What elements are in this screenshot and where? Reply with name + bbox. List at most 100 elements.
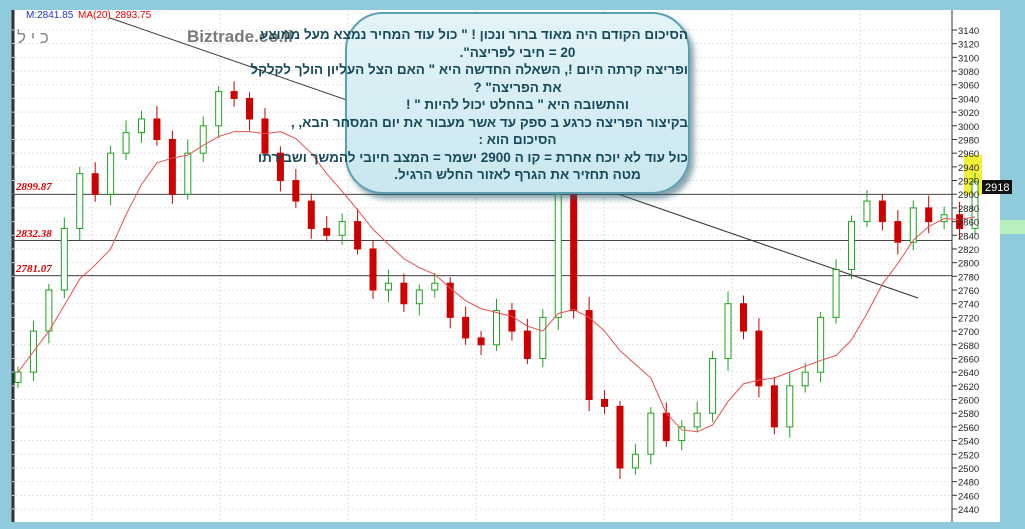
level-label: 2899.87 — [16, 181, 52, 193]
candle-body — [493, 310, 500, 346]
last-price-box — [982, 180, 1012, 194]
candle-body — [817, 316, 825, 373]
candle-body — [894, 221, 902, 243]
annotation-line: מטה תחזיר את הגרף לאזור החלש הרגיל. — [394, 167, 641, 182]
candle-body — [770, 385, 778, 428]
y-tick-label: 2580 — [958, 409, 979, 420]
axis-marker — [1000, 220, 1025, 234]
candle-body — [323, 227, 331, 236]
candle-body — [801, 371, 809, 387]
ma-label: MA(20) — [78, 10, 111, 21]
y-tick-label: 2440 — [958, 505, 979, 516]
candle-body — [539, 316, 547, 359]
candle-body — [647, 412, 655, 455]
candle-body — [215, 91, 223, 127]
candle-body — [755, 330, 763, 387]
candle-body — [276, 152, 284, 182]
candle-body — [462, 316, 470, 339]
y-tick-label: 2940 — [958, 163, 979, 174]
candle-body — [739, 303, 747, 332]
candle-body — [168, 138, 176, 195]
candle-body — [523, 330, 531, 359]
m-label: M:2841.85 — [26, 10, 74, 21]
y-tick-label: 2560 — [958, 423, 979, 434]
candle-body — [709, 357, 717, 414]
candle-body — [122, 132, 130, 154]
candle-body — [230, 91, 238, 99]
y-tick-label: 2740 — [958, 300, 979, 311]
candle-body — [446, 282, 454, 318]
y-tick-label: 2820 — [958, 245, 979, 256]
candle-body — [246, 97, 254, 120]
candle-body — [384, 282, 392, 291]
level-label: 2781.07 — [16, 263, 52, 275]
brand-watermark: Biztrade.co.il — [187, 27, 293, 46]
candle-body — [107, 152, 115, 195]
annotation-bubble: הסיכום הקודם היה מאוד ברור ונכון ! " כול… — [250, 12, 690, 194]
y-tick-label: 2640 — [958, 368, 979, 379]
candle-body — [431, 282, 439, 291]
annotation-line: הסיכום הוא : — [478, 132, 557, 147]
annotation-line: 20 = חיבי לפריצה". — [459, 44, 576, 60]
annotation-line: את הפריצה" ? — [473, 79, 562, 95]
candle-body — [307, 200, 315, 229]
candle-body — [508, 310, 516, 332]
symbol-label: כ י ל — [17, 28, 49, 47]
y-tick-label: 2900 — [958, 190, 979, 201]
candle-body — [400, 282, 408, 305]
candle-body — [925, 207, 933, 223]
candle-body — [60, 227, 68, 291]
y-axis-panel — [952, 10, 1000, 522]
y-tick-label: 3140 — [958, 26, 979, 37]
candle-body — [878, 200, 886, 223]
y-tick-label: 2540 — [958, 437, 979, 448]
y-tick-label: 2880 — [958, 204, 979, 215]
candle-body — [45, 289, 53, 332]
y-tick-label: 2980 — [958, 135, 979, 146]
candle-body — [570, 193, 578, 312]
candle-body — [153, 118, 161, 140]
candle-body — [971, 181, 979, 229]
y-tick-label: 2920 — [958, 177, 979, 188]
annotation-line: ופריצה קרתה היום !, השאלה החדשה היא " הא… — [250, 62, 688, 77]
candle-body — [786, 385, 794, 428]
candle-body — [14, 371, 22, 383]
y-tick-label: 2620 — [958, 382, 979, 393]
candle-body — [415, 289, 423, 305]
y-tick-label: 2520 — [958, 450, 979, 461]
y-tick-label: 3120 — [958, 40, 979, 51]
annotation-line: בקיצור הפריצה כרגע ב ספק עד אשר מעבור את… — [290, 114, 688, 130]
y-tick-label: 2780 — [958, 272, 979, 283]
last-price-label: 2918 — [985, 182, 1009, 194]
y-tick-label: 3080 — [958, 67, 979, 78]
candle-body — [137, 118, 145, 134]
y-tick-label: 2660 — [958, 354, 979, 365]
y-tick-label: 2840 — [958, 231, 979, 242]
candle-body — [631, 453, 639, 469]
y-tick-label: 2760 — [958, 286, 979, 297]
candle-body — [292, 180, 300, 202]
y-tick-label: 3100 — [958, 53, 979, 64]
y-tick-label: 2600 — [958, 396, 979, 407]
candle-body — [199, 125, 207, 154]
ma-value: 2893.75 — [115, 10, 152, 21]
y-tick-label: 3060 — [958, 81, 979, 92]
candle-body — [369, 248, 377, 291]
level-label: 2832.38 — [16, 228, 52, 240]
candle-body — [76, 173, 84, 229]
y-tick-label: 3000 — [958, 122, 979, 133]
candle-body — [678, 426, 686, 442]
y-tick-label: 2860 — [958, 218, 979, 229]
candle-body — [354, 221, 362, 250]
candle-body — [832, 269, 840, 318]
candle-body — [616, 405, 624, 469]
y-tick-label: 2480 — [958, 478, 979, 489]
candle-body — [184, 152, 192, 195]
candle-body — [261, 118, 269, 154]
y-tick-label: 3020 — [958, 108, 979, 119]
y-tick-label: 3040 — [958, 94, 979, 105]
y-tick-label: 2720 — [958, 313, 979, 324]
annotation-line: הסיכום הקודם היה מאוד ברור ונכון ! " כול… — [259, 27, 688, 42]
annotation-line: כול עוד לא יוכח אחרת = קו ה 2900 ישמר = … — [258, 149, 688, 165]
candle-body — [724, 303, 732, 359]
